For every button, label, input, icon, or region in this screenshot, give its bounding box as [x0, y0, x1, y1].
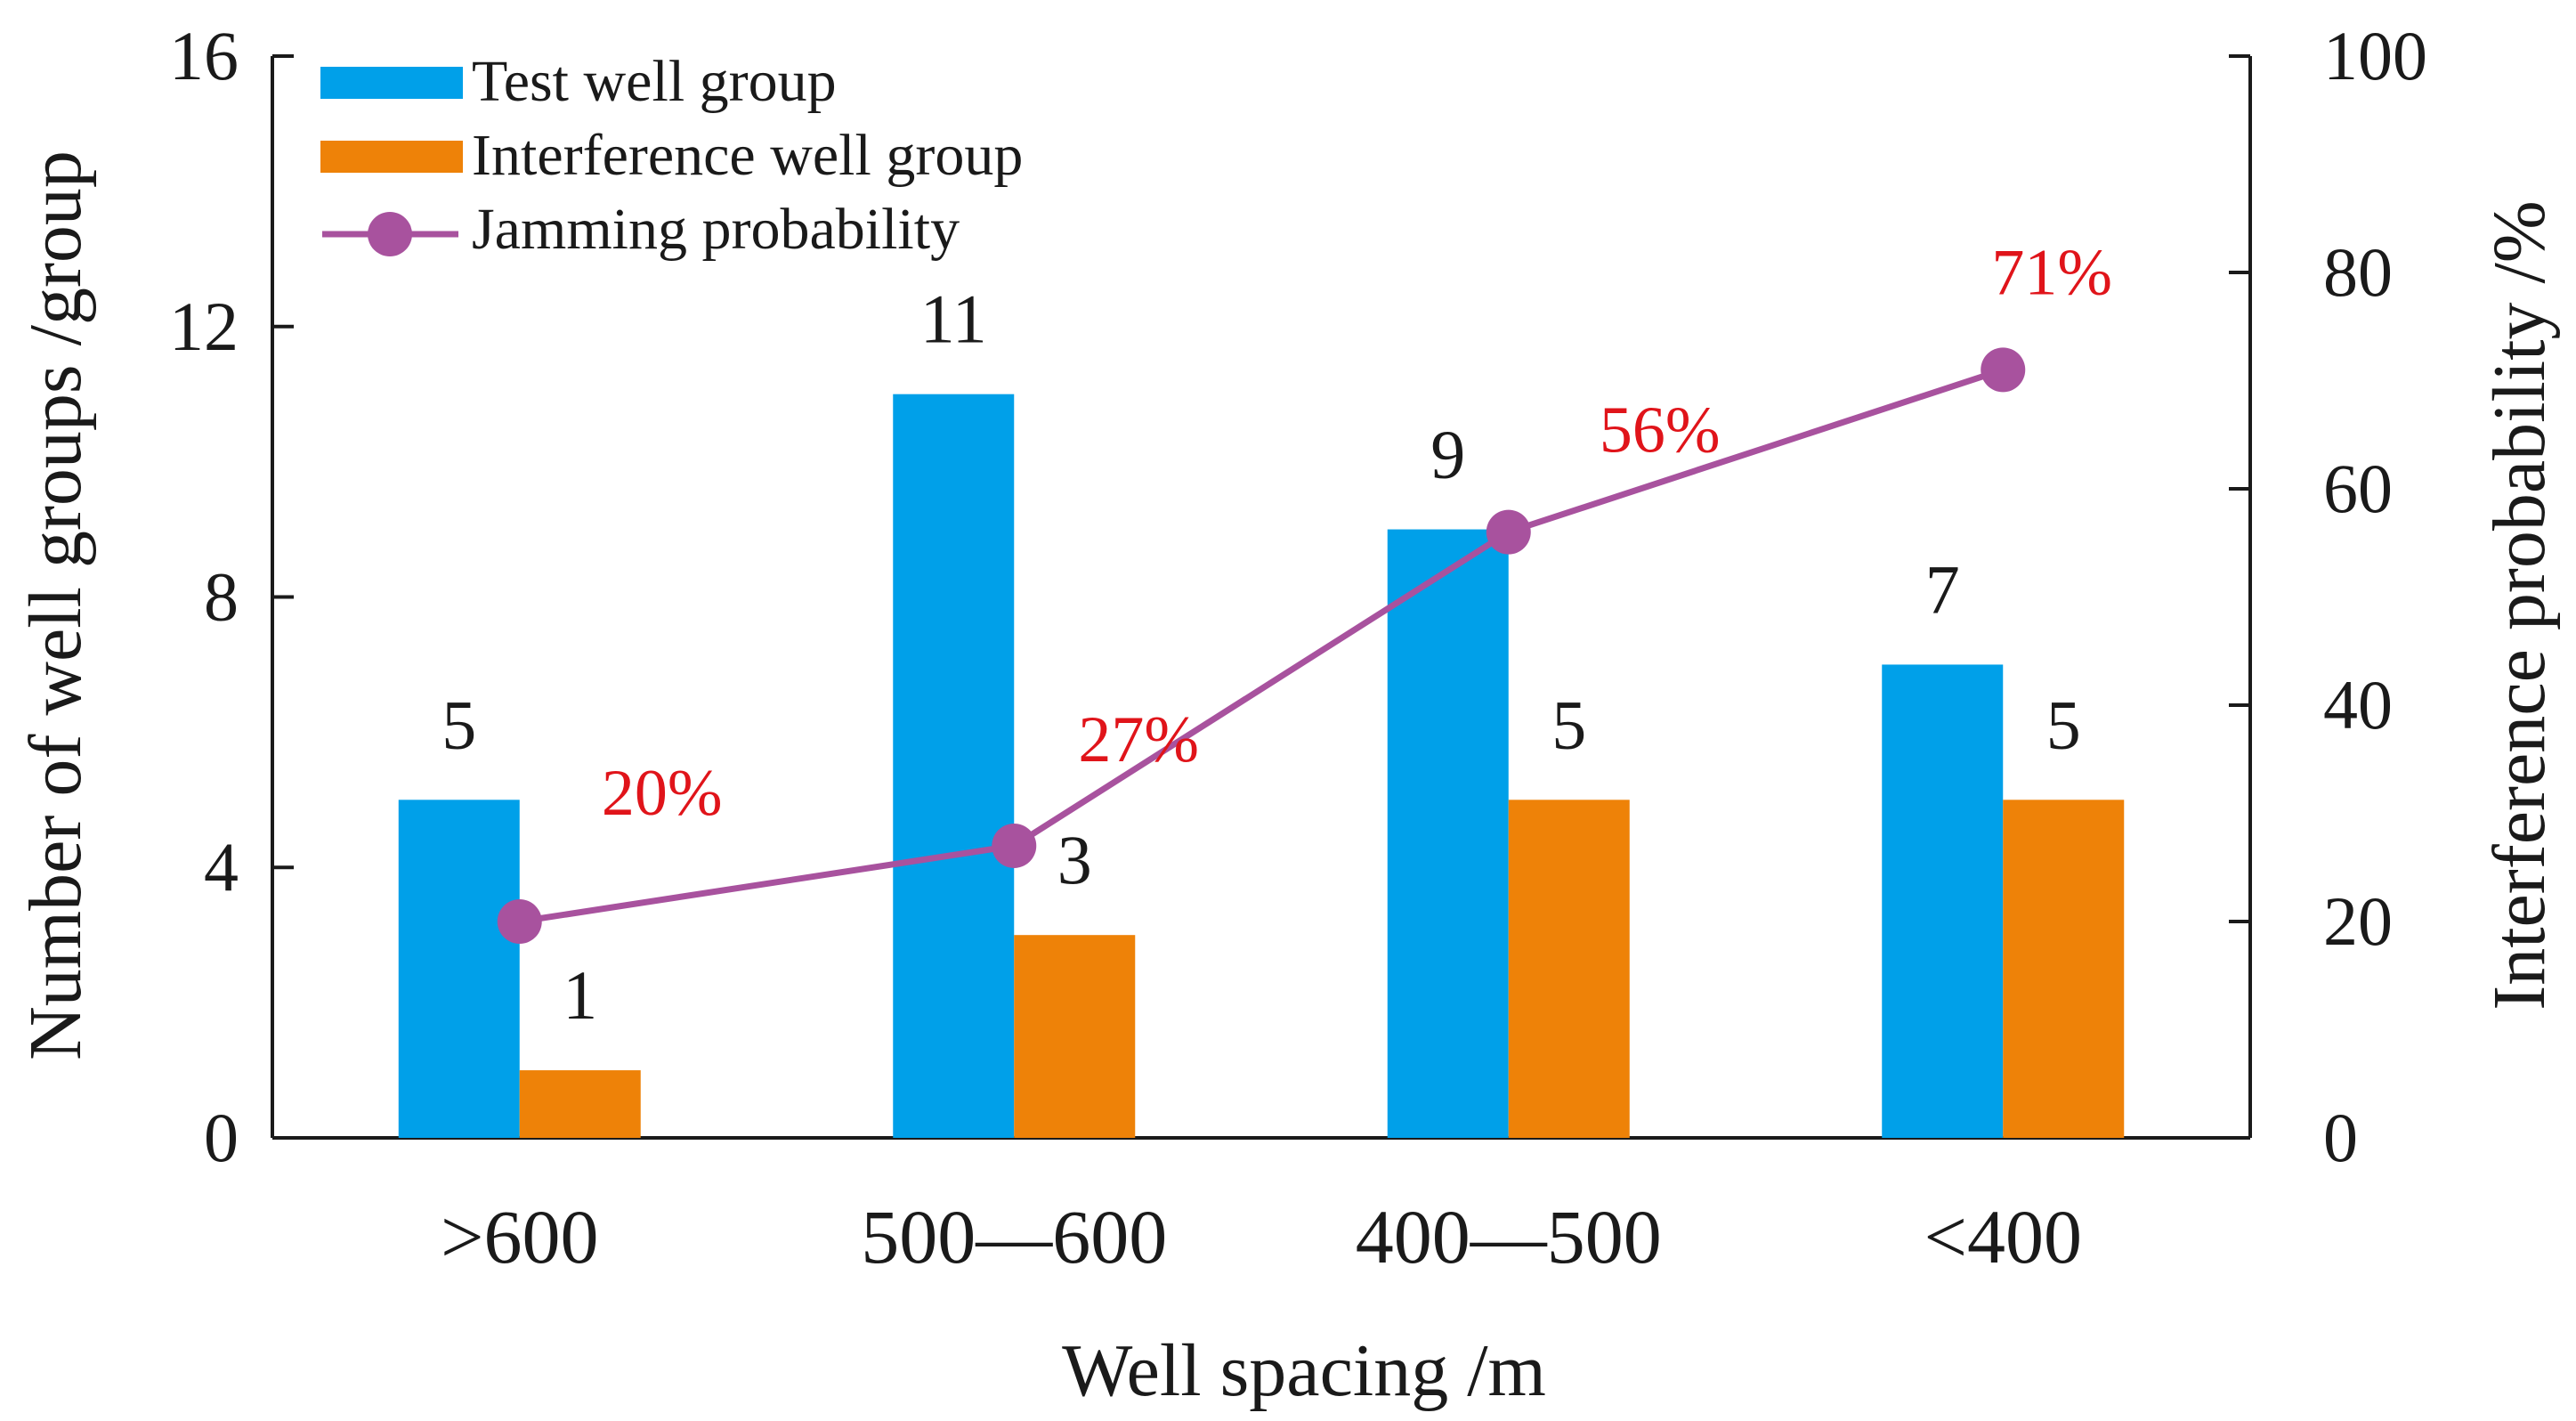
percent-label: 71% — [1991, 236, 2112, 309]
bar-test-well — [893, 394, 1015, 1138]
x-axis-title: Well spacing /m — [1062, 1329, 1546, 1412]
y2-tick-label: 0 — [2323, 1099, 2358, 1176]
legend-swatch-test — [320, 67, 463, 99]
legend-marker-dot — [368, 212, 412, 256]
y2-tick-label: 80 — [2323, 233, 2393, 311]
jamming-probability-point — [1981, 347, 2026, 393]
x-tick-label: <400 — [1924, 1194, 2082, 1279]
bar-test-well — [1387, 529, 1509, 1138]
legend-label-test: Test well group — [472, 49, 837, 114]
bar-value-label: 9 — [1430, 416, 1465, 493]
bar-series — [398, 394, 2125, 1138]
bar-test-well — [1882, 664, 2004, 1138]
bar-interference-well — [2003, 800, 2125, 1138]
jamming-probability-point — [992, 823, 1037, 868]
x-tick-label: 400—500 — [1356, 1194, 1662, 1279]
legend-swatch-interference — [320, 141, 463, 173]
bar-test-well — [398, 800, 520, 1138]
y2-tick-label: 40 — [2323, 666, 2393, 743]
bar-interference-well — [519, 1070, 641, 1138]
bar-value-label: 1 — [563, 956, 597, 1034]
y-tick-label: 0 — [204, 1099, 239, 1176]
line-series — [497, 347, 2026, 944]
legend-label-jamming: Jamming probability — [472, 197, 960, 262]
percent-label: 20% — [602, 757, 723, 830]
y2-tick-label: 60 — [2323, 450, 2393, 527]
y2-axis-title: Interference probability /% — [2478, 200, 2561, 1011]
bar-value-label: 7 — [1925, 550, 1960, 628]
bar-value-label: 5 — [441, 686, 476, 763]
y-tick-label: 8 — [204, 558, 239, 636]
y2-tick-label: 20 — [2323, 882, 2393, 960]
percent-label: 56% — [1600, 394, 1721, 467]
legend: Test well group Interference well group … — [320, 49, 1023, 262]
y-tick-label: 12 — [169, 288, 239, 365]
x-tick-label: >600 — [441, 1194, 599, 1279]
axes: 0 4 8 12 16 0 20 40 60 80 100 >600 500—600 400—500 <40… — [169, 17, 2427, 1279]
y-tick-label: 16 — [169, 17, 239, 94]
bar-value-label: 5 — [2046, 686, 2081, 763]
bar-value-label: 5 — [1551, 686, 1586, 763]
bar-interference-well — [1014, 935, 1136, 1138]
jamming-probability-line — [519, 367, 2005, 925]
y-axis-title: Number of well groups /group — [14, 150, 97, 1060]
jamming-probability-point — [497, 899, 542, 944]
bar-interference-well — [1508, 800, 1630, 1138]
y-tick-label: 4 — [204, 828, 239, 905]
jamming-probability-point — [1486, 509, 1531, 555]
y2-tick-label: 100 — [2323, 17, 2427, 94]
percent-label: 27% — [1078, 703, 1199, 776]
x-tick-label: 500—600 — [861, 1194, 1167, 1279]
bar-value-label: 11 — [920, 280, 987, 358]
legend-label-interference: Interference well group — [472, 123, 1023, 188]
bar-value-label: 3 — [1057, 821, 1092, 898]
